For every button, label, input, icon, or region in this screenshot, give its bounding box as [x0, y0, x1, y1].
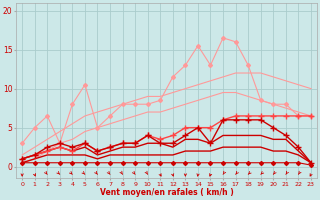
X-axis label: Vent moyen/en rafales ( km/h ): Vent moyen/en rafales ( km/h ): [100, 188, 233, 197]
